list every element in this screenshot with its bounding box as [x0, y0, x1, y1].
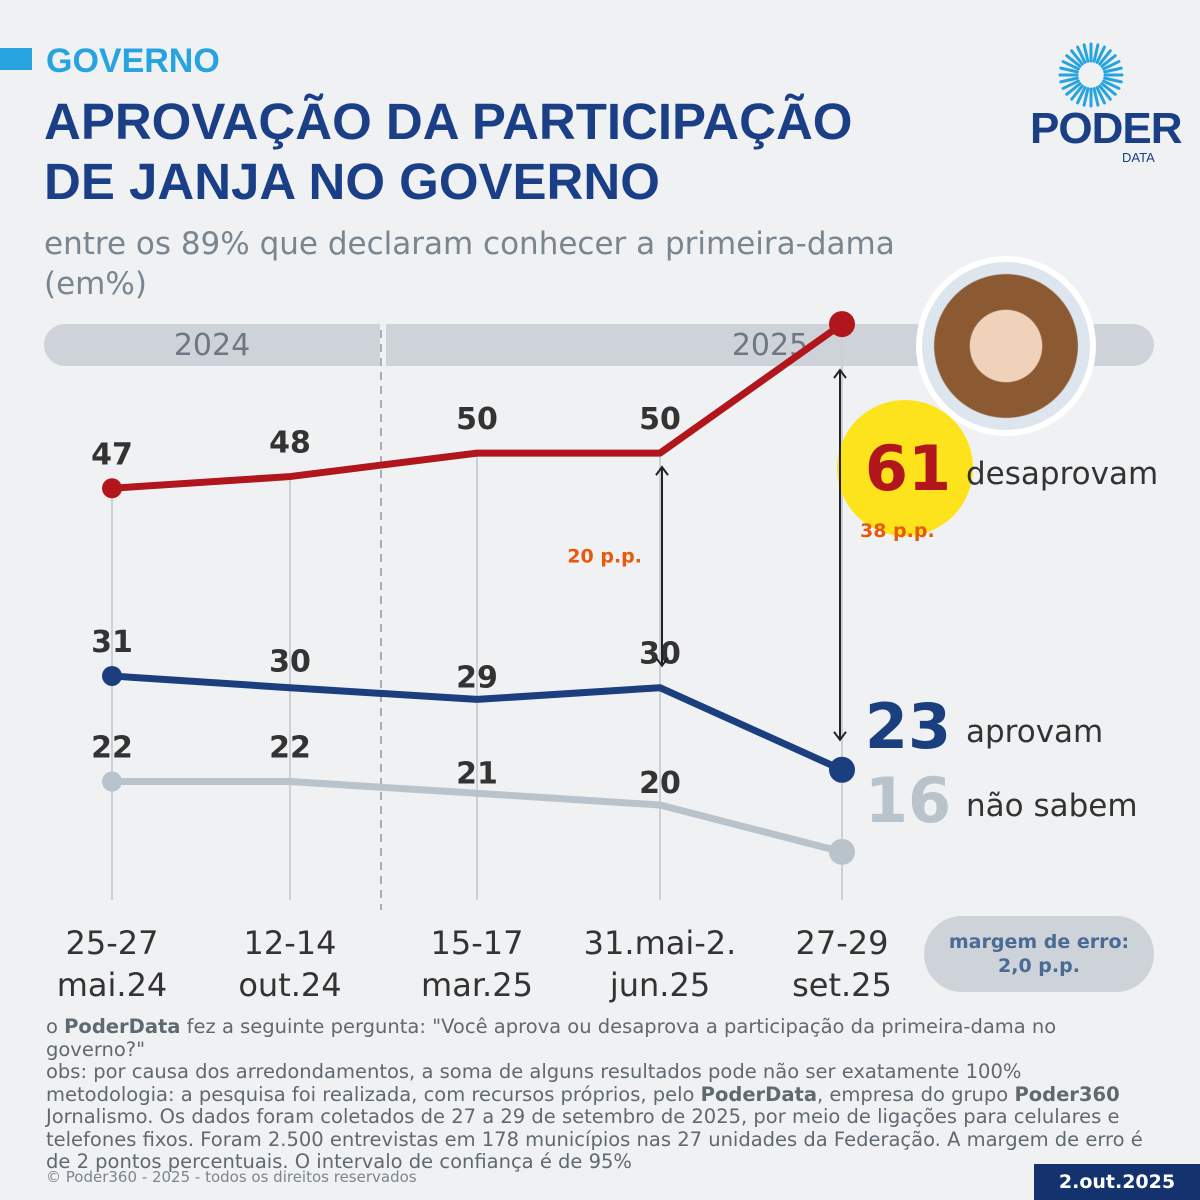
- series-line-3: [108, 778, 846, 856]
- logo-ray: [1095, 45, 1106, 64]
- data-label: 50: [639, 402, 681, 437]
- m2: , empresa do grupo: [817, 1082, 1015, 1106]
- q-rest: fez a seguinte pergunta: "Você aprova ou…: [46, 1015, 1057, 1061]
- data-label: 31: [91, 625, 133, 660]
- poderdata-logo-icon: [1058, 42, 1124, 108]
- logo-ray: [1100, 54, 1117, 68]
- logo-ray: [1082, 87, 1090, 107]
- x-label-2: 12-14 out.24: [238, 924, 342, 1004]
- logo-ray: [1100, 82, 1117, 96]
- year-text-2024: 2024: [173, 327, 251, 363]
- m-bold1: PoderData: [700, 1082, 817, 1106]
- logo-ray: [1076, 45, 1087, 64]
- logo-ray: [1061, 60, 1080, 71]
- highlight-circle: [837, 400, 973, 536]
- data-point: [829, 756, 855, 783]
- arrow-head: [655, 465, 669, 476]
- series-line-2: [108, 672, 846, 774]
- first-lady-photo: [916, 256, 1096, 436]
- data-point: [102, 478, 122, 499]
- arrow-head: [655, 657, 669, 668]
- photo-placeholder: [922, 262, 1090, 430]
- data-label: 22: [269, 731, 311, 766]
- logo-ray: [1059, 66, 1079, 74]
- methodology-notes: o PoderData fez a seguinte pergunta: "Vo…: [46, 1015, 1156, 1174]
- x-label-3: 15-17 mar.25: [421, 924, 533, 1004]
- kicker: GOVERNO: [46, 42, 220, 80]
- data-point: [102, 665, 122, 686]
- logo-sub: DATA: [1122, 150, 1155, 165]
- logo-ray: [1076, 86, 1087, 105]
- data-point: [102, 771, 122, 792]
- gap-annotation: 38 p.p.: [860, 520, 935, 542]
- logo-ray: [1059, 76, 1079, 84]
- m3: Jornalismo. Os dados foram coletados de …: [46, 1105, 1143, 1173]
- kicker-bar: [0, 48, 32, 70]
- method-note: metodologia: a pesquisa foi realizada, c…: [46, 1082, 1156, 1174]
- last-value-label: 23: [865, 690, 951, 763]
- arrow-head: [833, 368, 847, 379]
- logo-ray: [1102, 79, 1121, 90]
- data-label: 29: [456, 660, 498, 695]
- data-label: 48: [269, 426, 311, 461]
- margin-line-2: 2,0 p.p.: [998, 955, 1080, 977]
- series-name-label: aprovam: [966, 714, 1103, 750]
- page-subtitle: entre os 89% que declaram conhecer a pri…: [44, 226, 895, 302]
- m-bold2: Poder360: [1014, 1082, 1120, 1106]
- logo-ray: [1070, 49, 1084, 66]
- copyright: © Poder360 - 2025 - todos os direitos re…: [46, 1168, 417, 1186]
- logo-ray: [1070, 84, 1084, 101]
- last-value-label: 61: [865, 432, 951, 505]
- series-name-label: não sabem: [966, 788, 1138, 824]
- logo-ray: [1103, 76, 1123, 84]
- logo-ray: [1092, 87, 1100, 107]
- margin-of-error-badge: margem de erro: 2,0 p.p.: [924, 916, 1154, 992]
- data-point: [829, 311, 855, 338]
- logo-ray: [1082, 43, 1090, 63]
- logo-ray: [1102, 60, 1121, 71]
- logo-ray: [1098, 84, 1112, 101]
- data-label: 50: [456, 402, 498, 437]
- margin-line-1: margem de erro:: [948, 931, 1130, 953]
- data-label: 47: [91, 437, 133, 472]
- logo-ray: [1061, 79, 1080, 90]
- data-label: 21: [456, 756, 498, 791]
- date-badge: 2.out.2025: [1034, 1164, 1200, 1200]
- x-label-5: 27-29 set.25: [792, 924, 892, 1004]
- x-label-4: 31.mai-2. jun.25: [583, 924, 737, 1004]
- logo-ray: [1065, 82, 1082, 96]
- gap-annotation: 20 p.p.: [567, 545, 642, 567]
- logo-ray: [1092, 43, 1100, 63]
- page-title: APROVAÇÃO DA PARTICIPAÇÃO DE JANJA NO GO…: [44, 93, 853, 210]
- logo-ray: [1103, 66, 1123, 74]
- obs-note: obs: por causa dos arredondamentos, a so…: [46, 1060, 1022, 1083]
- logo-ray: [1098, 49, 1112, 66]
- arrow-head: [833, 731, 847, 742]
- question-note: o PoderData fez a seguinte pergunta: "Vo…: [46, 1015, 1156, 1061]
- series-name-label: desaprovam: [966, 456, 1158, 492]
- data-label: 30: [639, 637, 681, 672]
- data-point: [829, 838, 855, 865]
- last-value-label: 16: [865, 764, 951, 837]
- data-label: 22: [91, 731, 133, 766]
- x-label-1: 25-27 mai.24: [56, 924, 168, 1004]
- data-label: 30: [269, 645, 311, 680]
- year-label-2024: 2024: [44, 324, 380, 366]
- logo-ray: [1065, 54, 1082, 68]
- data-label: 20: [639, 766, 681, 801]
- series-line-1: [108, 320, 846, 492]
- q-prefix: o: [46, 1015, 65, 1038]
- logo-word: PODER: [1030, 104, 1182, 153]
- logo-ray: [1095, 86, 1106, 105]
- q-bold: PoderData: [64, 1015, 181, 1038]
- m1: metodologia: a pesquisa foi realizada, c…: [46, 1082, 701, 1106]
